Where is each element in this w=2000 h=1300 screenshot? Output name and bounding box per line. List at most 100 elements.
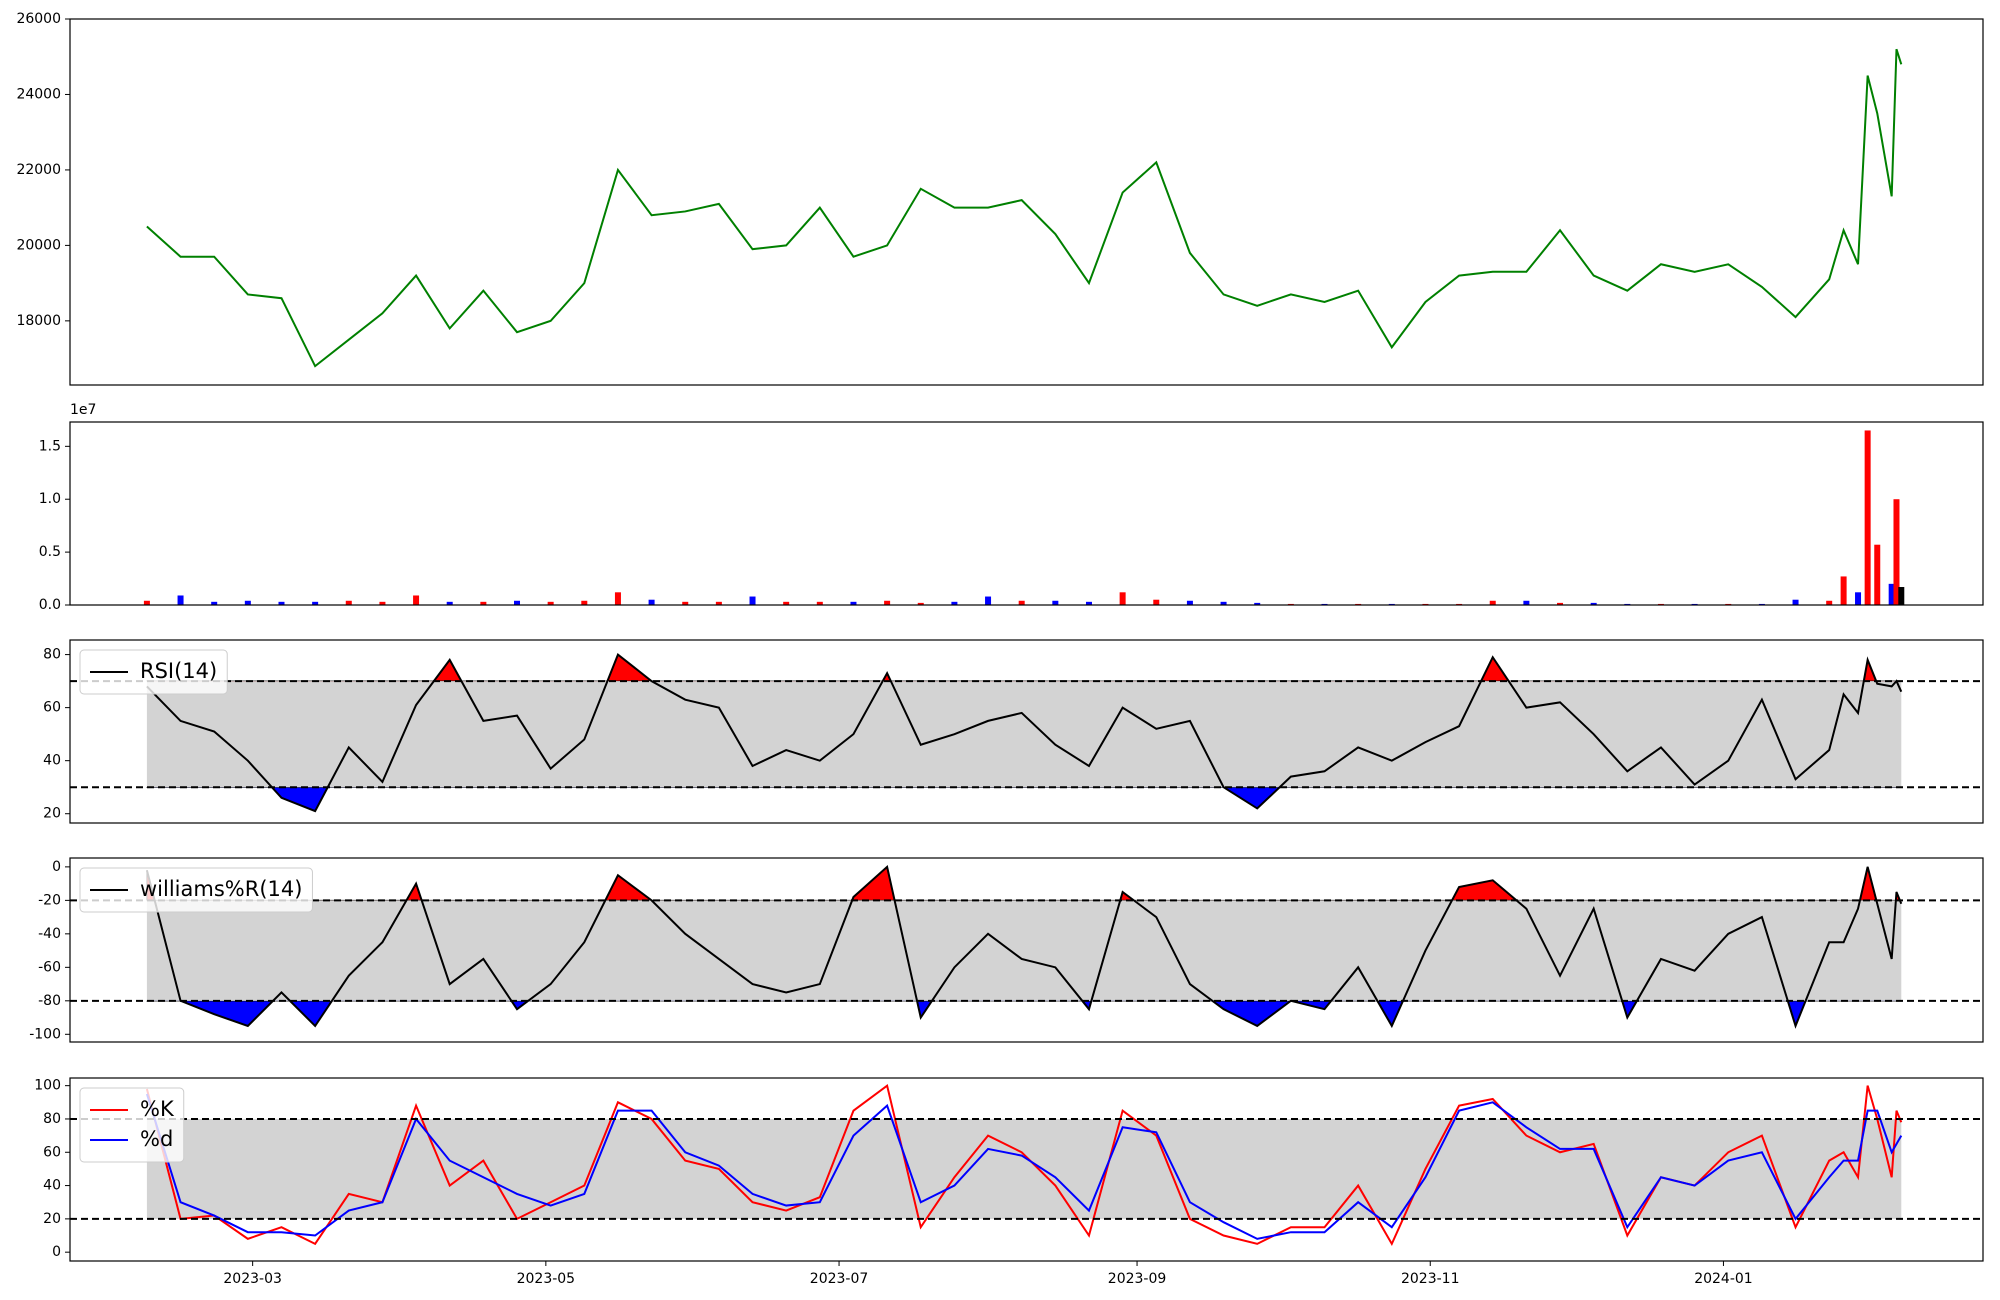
y-tick-label: 20 — [43, 1211, 61, 1227]
legend-label: williams%R(14) — [140, 877, 302, 901]
volume-bar — [547, 601, 554, 605]
x-tick-label: 2023-07 — [810, 1271, 869, 1287]
y-tick-label: 26000 — [16, 11, 61, 27]
volume-bar — [1153, 599, 1160, 605]
y-tick-label: 0 — [52, 1244, 61, 1260]
panel: 0 -20 -40 -60 -80 -100 williams%R(14) — [29, 857, 1984, 1043]
volume-bar — [581, 600, 588, 605]
volume-bar — [312, 601, 319, 605]
volume-bar — [480, 601, 487, 605]
volume-bar — [749, 596, 756, 605]
threshold-band — [146, 681, 1902, 788]
y-tick-label: -40 — [38, 926, 61, 942]
volume-bar — [177, 595, 184, 605]
y-tick-label: 60 — [43, 1144, 61, 1160]
x-tick-label: 2023-11 — [1401, 1271, 1460, 1287]
threshold-band — [146, 900, 1902, 1001]
axes-frame — [69, 421, 1984, 606]
volume-bar — [951, 601, 958, 605]
y-tick-label: 22000 — [16, 162, 61, 178]
volume-bar — [1874, 544, 1881, 605]
volume-bar — [917, 602, 924, 605]
extreme-fill — [146, 865, 1902, 901]
axes-frame — [69, 857, 1984, 1043]
volume-bar — [850, 601, 857, 605]
y-tick-label: 0 — [52, 859, 61, 875]
volume-bar — [1119, 592, 1126, 605]
volume-bar — [413, 595, 420, 605]
volume-bar — [1018, 600, 1025, 605]
y-tick-label: 18000 — [16, 313, 61, 329]
legend-label: %K — [140, 1097, 175, 1121]
volume-bar — [648, 599, 655, 605]
y-tick-label: 0.5 — [39, 544, 61, 560]
volume-bar — [1826, 600, 1833, 605]
series-line — [145, 1093, 1903, 1240]
volume-bar — [1220, 601, 1227, 605]
x-tick-label: 2023-09 — [1108, 1271, 1167, 1287]
y-tick-label: 1.5 — [39, 438, 61, 454]
y-tick-label: 100 — [34, 1078, 61, 1094]
volume-bar — [1792, 599, 1799, 605]
y-tick-label: -80 — [38, 993, 61, 1009]
y-tick-label: 80 — [43, 1111, 61, 1127]
volume-bar — [1254, 602, 1261, 605]
legend: RSI(14) — [79, 649, 228, 695]
x-tick-label: 2023-03 — [223, 1271, 282, 1287]
series-line — [145, 1083, 1903, 1247]
volume-bar — [1840, 576, 1847, 605]
volume-bar — [379, 601, 386, 605]
extreme-fill — [146, 1000, 1902, 1028]
y-tick-label: -100 — [29, 1026, 61, 1042]
volume-bar — [446, 601, 453, 605]
axes-frame — [69, 18, 1984, 386]
volume-bar — [1888, 583, 1895, 605]
series-line — [145, 864, 1903, 1029]
y-tick-label: -20 — [38, 892, 61, 908]
panel: 20 40 60 80 RSI(14) — [43, 639, 1984, 824]
y-tick-label: 80 — [43, 647, 61, 663]
series-line — [146, 652, 1903, 813]
volume-bar — [614, 592, 621, 605]
y-tick-label: 0.0 — [39, 597, 61, 613]
volume-bar — [682, 601, 689, 605]
volume-bar — [715, 601, 722, 605]
panel: 0.0 0.5 1.0 1.5 1e7 — [39, 402, 1984, 613]
y-tick-label: 20 — [43, 806, 61, 822]
legend-box — [79, 649, 228, 695]
panel: 0 20 40 60 80 100 2023-03 2023-05 2023-07 2023-09… — [34, 1077, 1984, 1287]
volume-bar — [345, 600, 352, 605]
legend: %K %d — [79, 1087, 185, 1163]
volume-bar — [1855, 592, 1862, 605]
volume-bar — [884, 600, 891, 605]
volume-bar — [1085, 601, 1092, 605]
volume-bar — [1186, 600, 1193, 605]
y-tick-label: 40 — [43, 753, 61, 769]
y-tick-label: 60 — [43, 700, 61, 716]
volume-bar — [1052, 600, 1059, 605]
y-tick-label: 1.0 — [39, 491, 61, 507]
volume-bar — [1557, 602, 1564, 605]
x-tick-label: 2024-01 — [1694, 1271, 1753, 1287]
volume-bar — [143, 600, 150, 605]
volume-bar — [1523, 600, 1530, 605]
volume-bar — [1489, 600, 1496, 605]
x-tick-label: 2023-05 — [517, 1271, 576, 1287]
volume-bar — [278, 601, 285, 605]
volume-bar — [1898, 587, 1905, 605]
legend-label: RSI(14) — [140, 659, 217, 683]
axes-frame — [69, 639, 1984, 824]
y-tick-label: 20000 — [16, 237, 61, 253]
volume-bar — [211, 601, 218, 605]
legend: williams%R(14) — [79, 867, 313, 913]
offset-label: 1e7 — [70, 402, 96, 418]
volume-bar — [985, 596, 992, 605]
volume-bar — [1893, 499, 1900, 605]
legend-label: %d — [140, 1127, 173, 1151]
volume-bar — [244, 600, 251, 605]
y-tick-label: 24000 — [16, 86, 61, 102]
y-tick-label: 40 — [43, 1178, 61, 1194]
axes-frame — [69, 1077, 1984, 1262]
